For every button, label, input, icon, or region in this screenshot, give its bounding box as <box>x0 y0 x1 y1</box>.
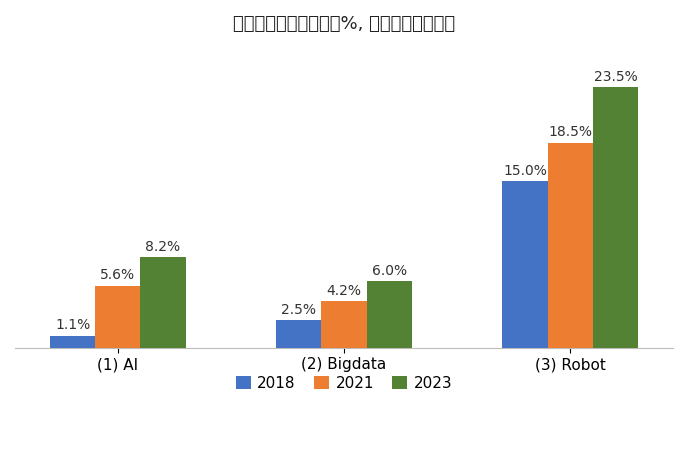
Bar <box>140 257 186 348</box>
Text: 5.6%: 5.6% <box>100 268 136 282</box>
Text: 15.0%: 15.0% <box>503 164 547 178</box>
Text: 4.2%: 4.2% <box>327 284 361 298</box>
Bar <box>548 143 593 348</box>
Bar <box>95 286 140 348</box>
Text: 8.2%: 8.2% <box>145 239 181 253</box>
Text: 23.5%: 23.5% <box>594 70 637 84</box>
Bar <box>50 336 95 348</box>
Text: 2.5%: 2.5% <box>281 303 316 317</box>
Bar <box>502 181 548 348</box>
Bar <box>321 301 367 348</box>
Bar <box>367 281 412 348</box>
Bar <box>276 320 321 348</box>
Legend: 2018, 2021, 2023: 2018, 2021, 2023 <box>236 376 452 391</box>
Title: 自動化技術利用企業（%, パネルサンプル）: 自動化技術利用企業（%, パネルサンプル） <box>233 15 455 33</box>
Bar <box>593 87 638 348</box>
Text: 1.1%: 1.1% <box>55 318 90 332</box>
Text: 18.5%: 18.5% <box>548 126 592 140</box>
Text: 6.0%: 6.0% <box>372 264 407 278</box>
